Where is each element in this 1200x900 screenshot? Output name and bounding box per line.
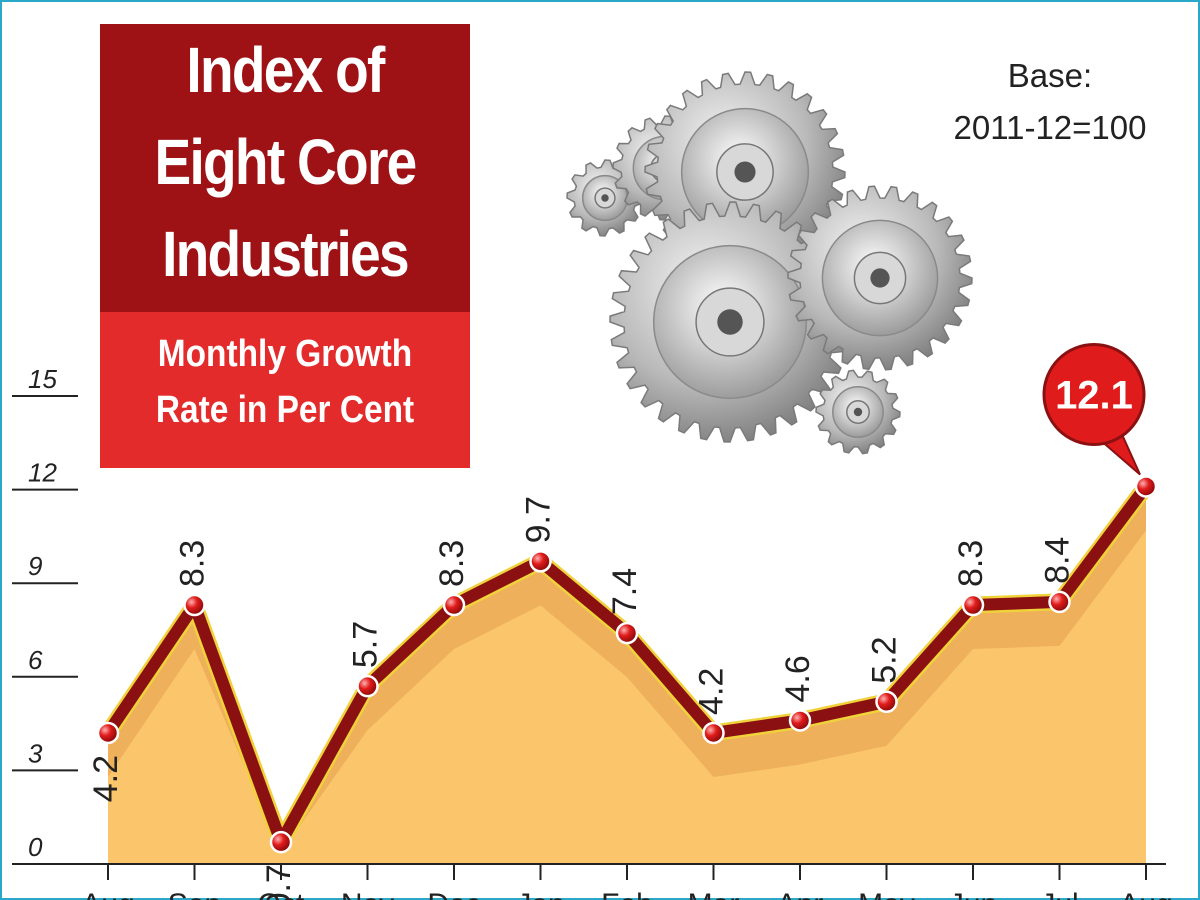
chart-subtitle-line-2: Rate in Per Cent (155, 389, 415, 431)
x-tick-label: Jun (949, 888, 997, 900)
y-tick-label: 12 (28, 458, 57, 488)
data-point (961, 593, 985, 617)
data-label: 8.4 (1038, 537, 1076, 584)
data-point (96, 721, 120, 745)
data-label: 4.6 (779, 655, 817, 702)
data-point (356, 674, 379, 698)
gear-small-bottom (815, 369, 901, 455)
data-label: 0.7 (260, 864, 298, 900)
y-tick-label: 0 (28, 832, 43, 862)
data-point (875, 690, 898, 714)
data-point (269, 830, 293, 854)
x-tick-label: Oct (258, 888, 305, 900)
data-point (702, 721, 725, 745)
data-point (183, 593, 206, 617)
data-label: 5.2 (865, 636, 903, 683)
chart-title-line-3: Industries (162, 218, 410, 290)
gear-large-bottom (609, 201, 851, 443)
x-tick-label: Nov (341, 888, 394, 900)
gear-right (787, 185, 973, 371)
x-tick-label: Jan (516, 888, 564, 900)
x-tick-label: Feb (601, 888, 653, 900)
base-note-line-2: 2011-12=100 (953, 109, 1147, 146)
y-tick-label: 3 (28, 738, 43, 768)
gears-icon (566, 71, 973, 455)
data-label: 4.2 (87, 755, 125, 802)
x-tick-label: Aug (1119, 888, 1172, 900)
base-note-line-1: Base: (1007, 57, 1093, 94)
data-label: 8.3 (952, 540, 990, 587)
area-shadow (108, 486, 1146, 853)
base-note: Base: 2011-12=100 (920, 50, 1180, 154)
data-label: 8.3 (433, 540, 471, 587)
x-tick-label: Apr (777, 888, 824, 900)
data-point (788, 709, 812, 732)
data-point (442, 593, 466, 617)
x-tick-label: May (858, 888, 915, 900)
x-tick-label: Mar (688, 888, 740, 900)
subtitle-panel: Monthly Growth Rate in Per Cent (100, 312, 470, 468)
data-point (1134, 475, 1158, 498)
data-label: 7.4 (606, 568, 644, 615)
data-label: 8.3 (173, 540, 211, 587)
chart-title-line-1: Index of (186, 34, 385, 106)
data-point (1048, 590, 1071, 614)
title-box: Index of Eight Core Industries Monthly G… (100, 24, 470, 468)
x-tick-label: Jul (1040, 888, 1078, 900)
title-panel: Index of Eight Core Industries (100, 24, 470, 312)
data-label: 9.7 (519, 496, 557, 543)
data-label: 4.2 (692, 668, 730, 715)
callout-label: 12.1 (1055, 373, 1133, 417)
chart-subtitle-line-1: Monthly Growth (157, 333, 413, 375)
chart-title-line-2: Eight Core (154, 126, 417, 198)
x-tick-label: Dec (427, 888, 480, 900)
x-tick-label: Aug (81, 888, 134, 900)
y-tick-label: 15 (28, 364, 57, 394)
y-tick-label: 6 (28, 645, 43, 675)
data-point (615, 621, 639, 645)
x-tick-label: Sep (168, 888, 221, 900)
data-point (529, 550, 552, 573)
y-tick-label: 9 (28, 551, 42, 581)
callout-bubble (1042, 342, 1146, 446)
data-label: 5.7 (346, 621, 384, 668)
